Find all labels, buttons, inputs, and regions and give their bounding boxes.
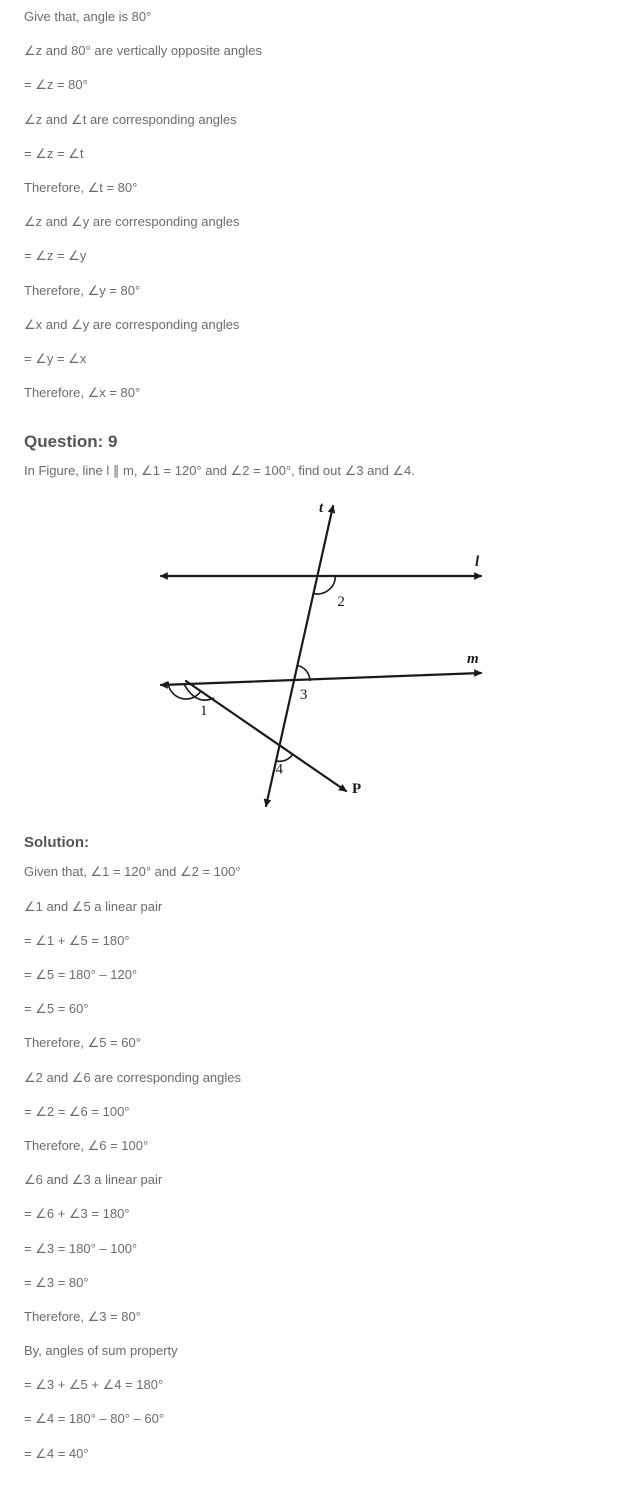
solution-line: = ∠3 + ∠5 + ∠4 = 180° (24, 1376, 597, 1394)
solution-line: ∠2 and ∠6 are corresponding angles (24, 1069, 597, 1087)
proof-line: = ∠z = 80° (24, 76, 597, 94)
proof-line: = ∠z = ∠y (24, 247, 597, 265)
proof-line: = ∠y = ∠x (24, 350, 597, 368)
solution-line: Given that, ∠1 = 120° and ∠2 = 100° (24, 863, 597, 881)
proof-line: ∠z and 80° are vertically opposite angle… (24, 42, 597, 60)
solution-line: = ∠3 = 180° – 100° (24, 1240, 597, 1258)
solution-heading: Solution: (24, 834, 597, 851)
svg-text:4: 4 (275, 762, 283, 778)
solution-line: = ∠6 + ∠3 = 180° (24, 1205, 597, 1223)
solution-line: Therefore, ∠5 = 60° (24, 1034, 597, 1052)
solution-line: By, angles of sum property (24, 1342, 597, 1360)
solution-line: = ∠3 = 80° (24, 1274, 597, 1292)
svg-text:t: t (319, 500, 324, 516)
solution-line: = ∠5 = 60° (24, 1000, 597, 1018)
solution-line: = ∠1 + ∠5 = 180° (24, 932, 597, 950)
question-prompt: In Figure, line l ∥ m, ∠1 = 120° and ∠2 … (24, 462, 597, 480)
proof-line: = ∠z = ∠t (24, 145, 597, 163)
solution-line: = ∠4 = 180° – 80° – 60° (24, 1410, 597, 1428)
svg-text:l: l (475, 554, 480, 570)
proof-line: ∠z and ∠t are corresponding angles (24, 111, 597, 129)
question-heading: Question: 9 (24, 432, 597, 452)
solution-line: ∠6 and ∠3 a linear pair (24, 1171, 597, 1189)
solution-line: = ∠4 = 40° (24, 1445, 597, 1463)
proof-line: Therefore, ∠x = 80° (24, 384, 597, 402)
proof-line: ∠z and ∠y are corresponding angles (24, 213, 597, 231)
svg-text:1: 1 (200, 703, 208, 719)
svg-text:3: 3 (299, 687, 307, 703)
solution-line: Therefore, ∠3 = 80° (24, 1308, 597, 1326)
svg-text:2: 2 (337, 594, 345, 610)
proof-line: Therefore, ∠t = 80° (24, 179, 597, 197)
figure-container: l m t P 2 3 1 4 (24, 496, 597, 816)
proof-line: Therefore, ∠y = 80° (24, 282, 597, 300)
svg-text:m: m (467, 651, 479, 667)
solution-line: = ∠5 = 180° – 120° (24, 966, 597, 984)
proof-line: Give that, angle is 80° (24, 8, 597, 26)
svg-text:P: P (352, 781, 361, 797)
solution-line: = ∠2 = ∠6 = 100° (24, 1103, 597, 1121)
geometry-figure: l m t P 2 3 1 4 (121, 496, 501, 816)
solution-line: ∠1 and ∠5 a linear pair (24, 898, 597, 916)
proof-line: ∠x and ∠y are corresponding angles (24, 316, 597, 334)
solution-line: Therefore, ∠6 = 100° (24, 1137, 597, 1155)
